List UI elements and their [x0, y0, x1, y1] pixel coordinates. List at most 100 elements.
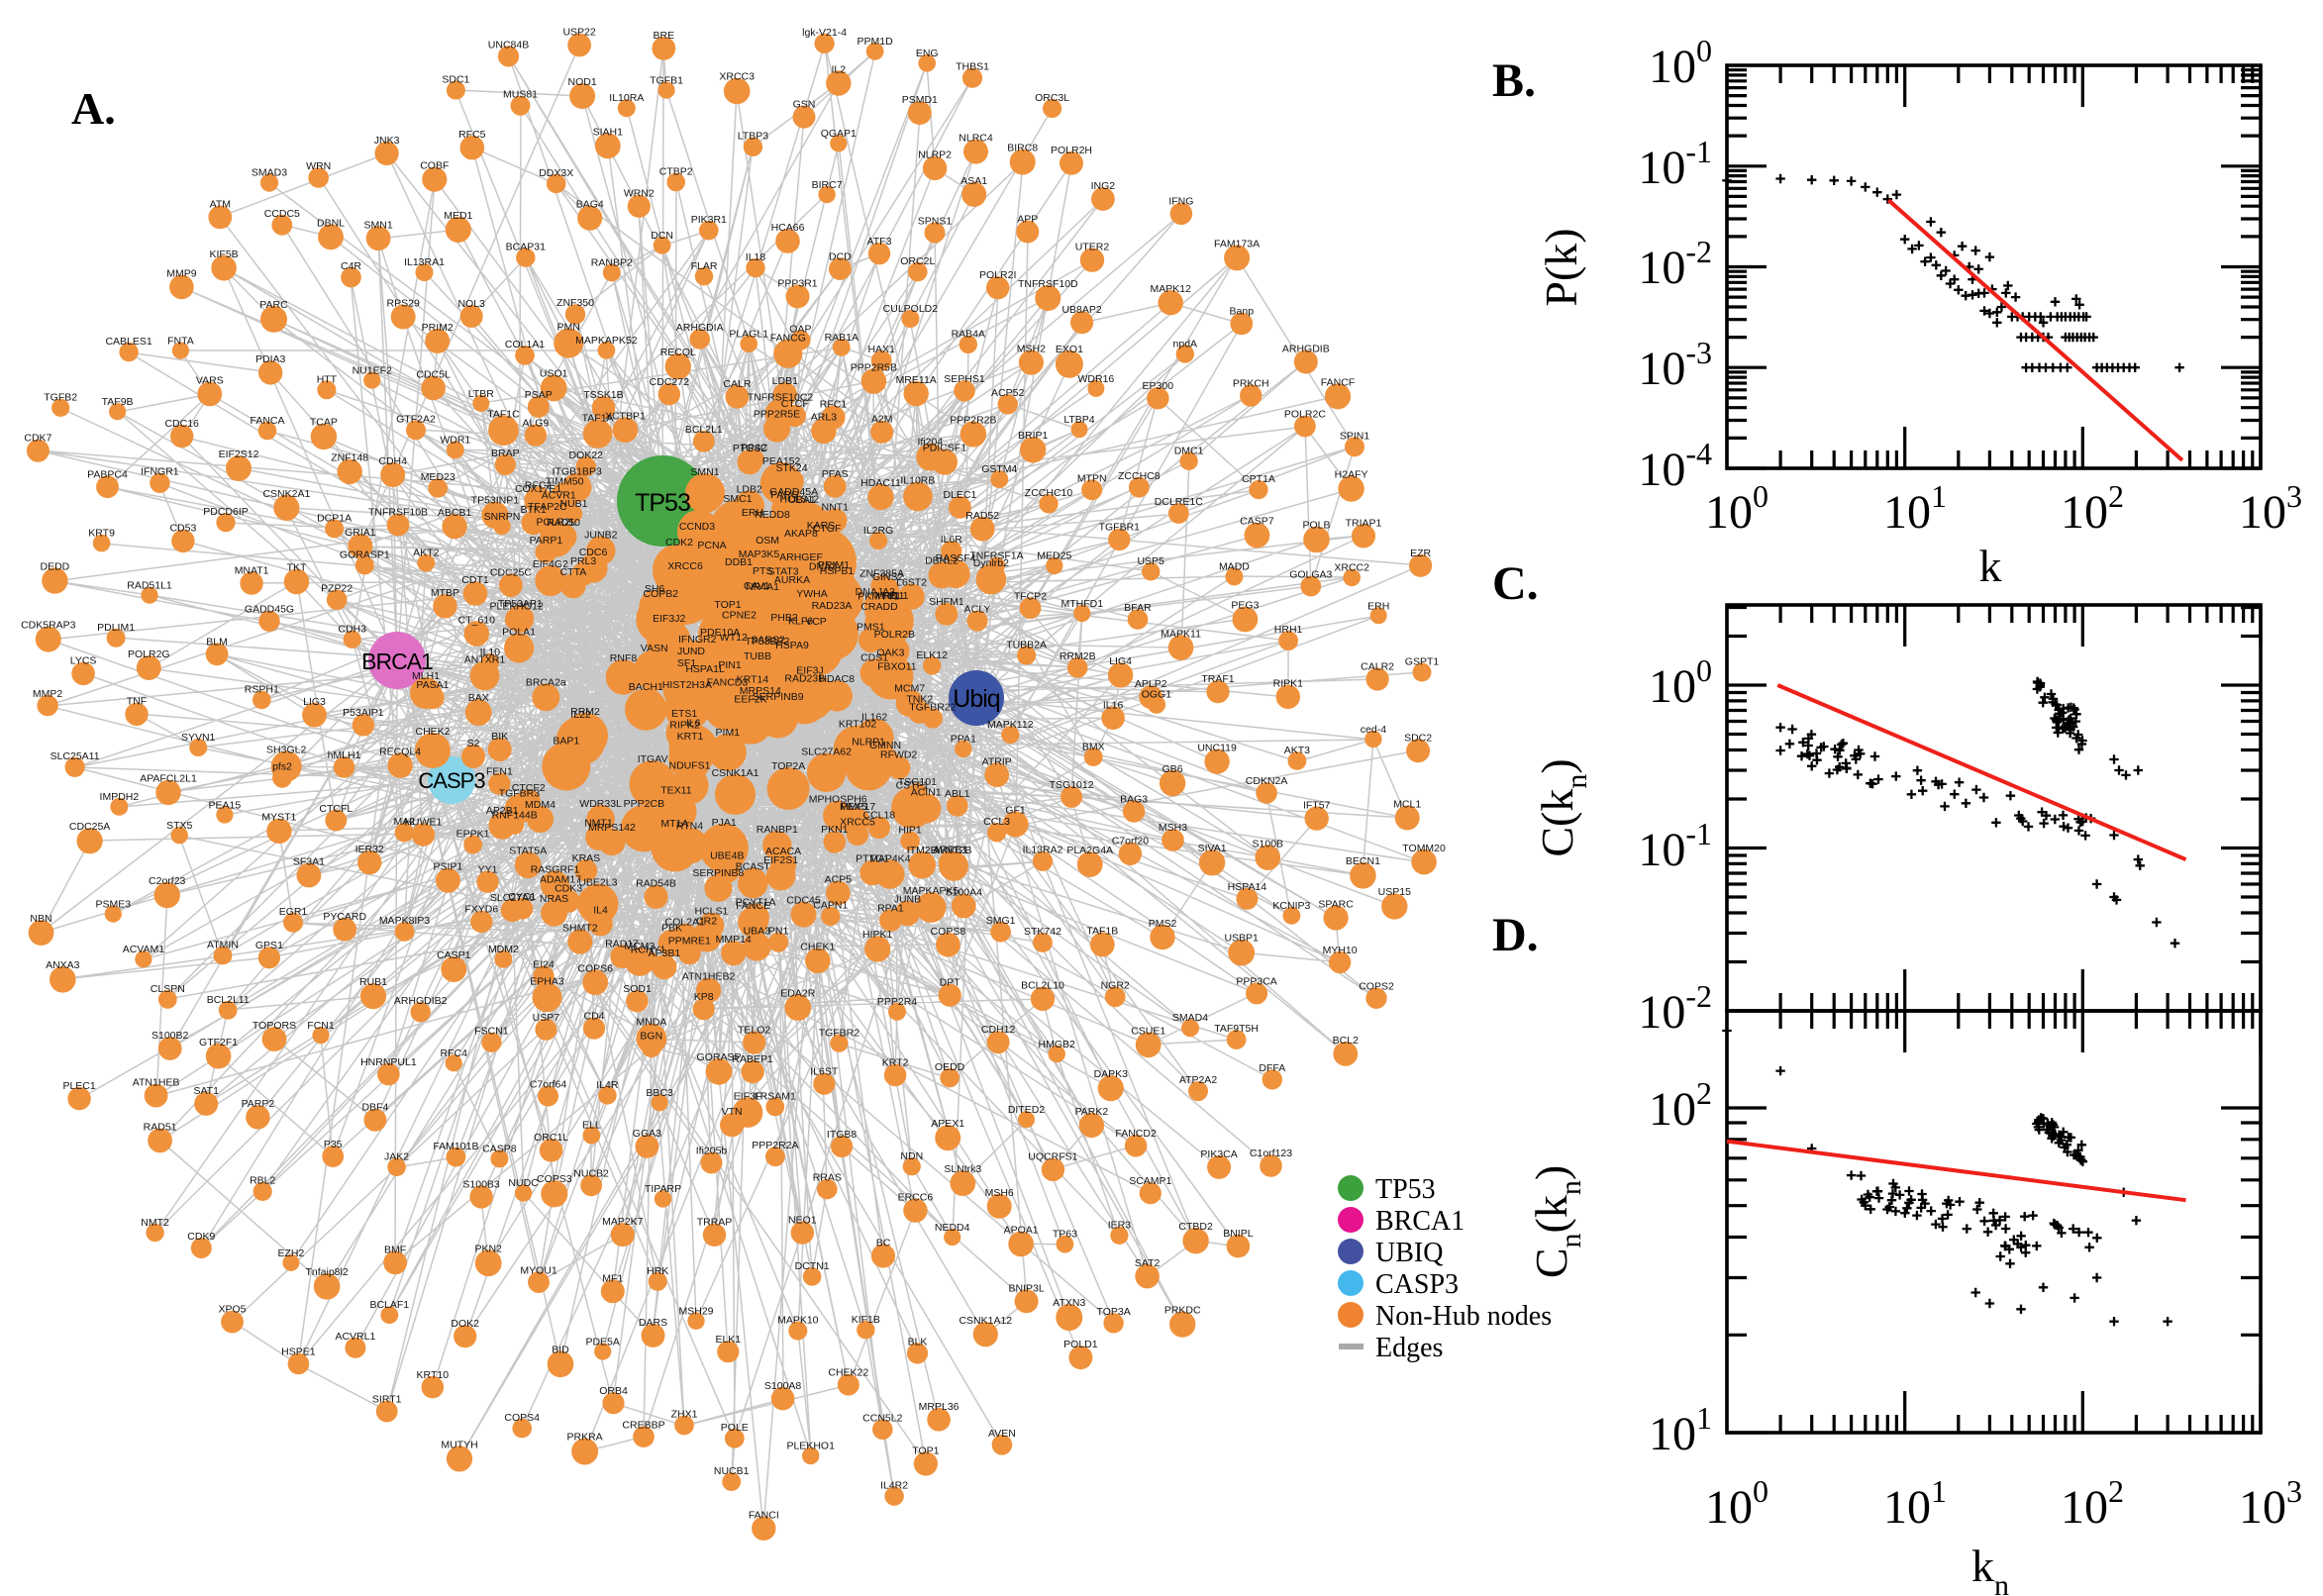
svg-text:DAPK3: DAPK3: [1094, 1068, 1129, 1080]
svg-text:RAD17: RAD17: [605, 938, 639, 949]
svg-text:PIN1: PIN1: [718, 659, 742, 671]
svg-text:TGFB1: TGFB1: [650, 74, 683, 86]
svg-text:PYCARD: PYCARD: [323, 911, 366, 923]
svg-text:STX5: STX5: [166, 820, 192, 832]
svg-text:VASN: VASN: [641, 643, 668, 654]
svg-text:ANTXR1: ANTXR1: [464, 654, 506, 666]
svg-text:TAF1A: TAF1A: [582, 412, 614, 424]
svg-text:TFAP2C: TFAP2C: [528, 501, 567, 513]
svg-text:PSAP: PSAP: [525, 389, 553, 401]
svg-text:RTN4: RTN4: [676, 821, 703, 833]
svg-text:Banp: Banp: [1230, 306, 1255, 318]
svg-text:KRT9: KRT9: [88, 528, 115, 540]
svg-text:OGG1: OGG1: [1142, 688, 1172, 700]
svg-text:CASP3: CASP3: [1375, 1269, 1459, 1300]
svg-text:SHFM1: SHFM1: [929, 596, 964, 608]
svg-text:JAK2: JAK2: [384, 1151, 409, 1163]
svg-text:C2orf23: C2orf23: [149, 875, 186, 887]
svg-text:CTTA: CTTA: [560, 566, 587, 578]
svg-text:OSM: OSM: [756, 535, 779, 547]
svg-text:CDK5RAP3: CDK5RAP3: [21, 620, 76, 632]
svg-text:SIAH1: SIAH1: [593, 126, 624, 138]
svg-text:RFC5: RFC5: [458, 129, 486, 141]
svg-text:MUS81: MUS81: [503, 89, 538, 101]
svg-text:CTCF: CTCF: [781, 398, 809, 410]
svg-text:SIVA1: SIVA1: [1198, 843, 1227, 854]
svg-text:LTBP4: LTBP4: [1063, 414, 1094, 426]
svg-text:ELK12: ELK12: [916, 649, 948, 661]
svg-text:NUB1: NUB1: [559, 498, 587, 510]
svg-text:XPO5: XPO5: [218, 1304, 246, 1316]
svg-text:ATN1HEB2: ATN1HEB2: [682, 971, 736, 983]
svg-text:MSH6: MSH6: [985, 1187, 1014, 1199]
svg-text:P35: P35: [324, 1139, 343, 1150]
svg-text:HRH1: HRH1: [1274, 624, 1303, 636]
svg-text:PP4C: PP4C: [741, 443, 768, 454]
svg-text:RECQL: RECQL: [660, 347, 696, 358]
svg-text:PLEC1: PLEC1: [62, 1080, 95, 1092]
svg-text:BLK: BLK: [908, 1336, 928, 1347]
svg-text:S100B: S100B: [1253, 838, 1284, 849]
svg-text:NEDD8: NEDD8: [755, 509, 790, 521]
svg-text:SOD1: SOD1: [623, 983, 652, 995]
svg-text:TKT: TKT: [287, 562, 307, 574]
svg-text:TP53: TP53: [635, 489, 690, 517]
svg-text:GSN: GSN: [793, 99, 816, 111]
svg-text:BMF: BMF: [384, 1245, 406, 1256]
svg-text:ZNF148: ZNF148: [331, 452, 368, 464]
svg-text:CTCFL: CTCFL: [319, 803, 353, 815]
svg-text:S100B3: S100B3: [462, 1178, 500, 1190]
svg-text:Ifi205b: Ifi205b: [696, 1146, 728, 1157]
svg-text:S100A8: S100A8: [764, 1380, 802, 1392]
svg-text:POLB: POLB: [1302, 520, 1330, 532]
svg-text:ATP2A2: ATP2A2: [1179, 1074, 1217, 1086]
svg-text:TAF1B: TAF1B: [1086, 926, 1118, 938]
svg-text:HIST2H3A: HIST2H3A: [662, 679, 712, 691]
svg-text:B.: B.: [1492, 54, 1536, 107]
svg-text:KRAS: KRAS: [572, 852, 601, 864]
svg-text:HSPB1: HSPB1: [820, 565, 855, 577]
svg-text:ACVAM1: ACVAM1: [123, 944, 165, 955]
svg-text:GINS2: GINS2: [872, 571, 904, 583]
svg-text:SCAMP1: SCAMP1: [1129, 1175, 1171, 1187]
svg-text:TAF1C: TAF1C: [487, 408, 520, 420]
svg-text:ZNF350: ZNF350: [556, 297, 594, 309]
svg-text:STAT3: STAT3: [767, 566, 798, 578]
svg-text:ZCCHC8: ZCCHC8: [1118, 470, 1161, 482]
svg-text:PBK: PBK: [661, 923, 682, 935]
svg-text:TGFBR3: TGFBR3: [499, 787, 541, 799]
svg-text:ASA1: ASA1: [960, 175, 987, 187]
svg-text:DPT: DPT: [940, 977, 961, 989]
svg-text:NNT1: NNT1: [821, 501, 849, 513]
svg-text:ARHGEF: ARHGEF: [779, 551, 823, 563]
svg-text:PPP2R5B: PPP2R5B: [851, 361, 897, 373]
svg-text:BCAP31: BCAP31: [506, 242, 546, 253]
svg-text:ARHGDIB: ARHGDIB: [1282, 343, 1330, 354]
svg-text:COPS2: COPS2: [1359, 981, 1394, 993]
svg-text:USBP1: USBP1: [1224, 933, 1259, 945]
svg-text:P53AIP1: P53AIP1: [343, 707, 384, 719]
svg-text:TP63: TP63: [1053, 1229, 1077, 1241]
svg-text:ELL: ELL: [582, 1120, 601, 1132]
svg-text:UBA1: UBA1: [788, 494, 816, 506]
svg-text:MAPKAPK52: MAPKAPK52: [575, 335, 638, 347]
svg-text:GOLGA3: GOLGA3: [1289, 569, 1332, 581]
svg-text:LRSAM1: LRSAM1: [755, 1091, 796, 1103]
svg-text:DCD: DCD: [829, 250, 852, 262]
svg-text:PFAS: PFAS: [822, 468, 849, 480]
svg-text:NRAS: NRAS: [540, 893, 568, 905]
svg-text:LYCS: LYCS: [70, 655, 97, 667]
svg-text:COL1A1: COL1A1: [505, 339, 545, 350]
svg-text:RFC1: RFC1: [820, 398, 848, 410]
svg-text:MNDA: MNDA: [636, 1017, 666, 1029]
svg-text:PPP3CA: PPP3CA: [1236, 975, 1276, 987]
svg-text:WNT2B: WNT2B: [936, 845, 972, 856]
svg-text:PEA152: PEA152: [762, 455, 801, 467]
svg-text:PASA1: PASA1: [416, 679, 449, 691]
svg-text:RAD52: RAD52: [965, 510, 999, 522]
svg-text:NUCB2: NUCB2: [573, 1167, 609, 1179]
svg-text:STK742: STK742: [1024, 926, 1061, 938]
svg-text:TP53AP1: TP53AP1: [498, 598, 543, 610]
svg-text:PKN1: PKN1: [821, 824, 849, 836]
svg-text:FANCE: FANCE: [736, 900, 770, 912]
